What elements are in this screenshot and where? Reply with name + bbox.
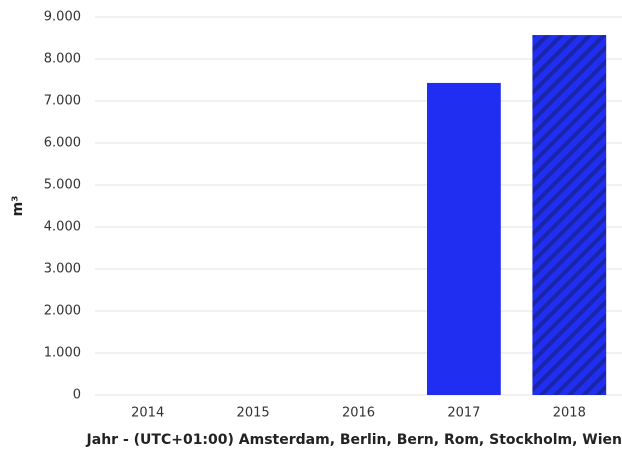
y-tick-label: 8.000	[44, 52, 81, 67]
y-tick-label: 7.000	[44, 94, 81, 109]
bar	[427, 82, 501, 395]
y-tick-label: 6.000	[44, 136, 81, 151]
y-axis-title: m³	[10, 196, 26, 217]
x-tick-label: 2018	[553, 406, 586, 421]
y-tick-label: 2.000	[44, 304, 81, 319]
y-tick-label: 5.000	[44, 178, 81, 193]
y-tick-label: 3.000	[44, 262, 81, 277]
y-tick-label: 0	[73, 388, 81, 403]
y-tick-label: 4.000	[44, 220, 81, 235]
x-tick-label: 2016	[342, 406, 375, 421]
x-tick-label: 2015	[237, 406, 270, 421]
y-tick-label: 9.000	[44, 10, 81, 25]
x-tick-label: 2014	[131, 406, 164, 421]
x-tick-label: 2017	[447, 406, 480, 421]
bar	[532, 35, 607, 396]
y-tick-label: 1.000	[44, 346, 81, 361]
x-axis-title: Jahr - (UTC+01:00) Amsterdam, Berlin, Be…	[86, 432, 622, 448]
